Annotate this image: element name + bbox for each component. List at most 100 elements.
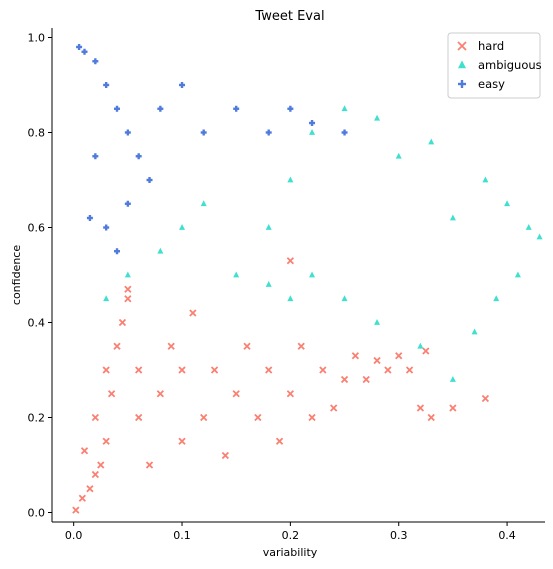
data-point bbox=[254, 413, 262, 422]
y-tick-label: 0.2 bbox=[28, 412, 46, 425]
data-point bbox=[135, 413, 143, 422]
x-tick-label: 0.4 bbox=[498, 529, 516, 542]
data-point bbox=[287, 295, 294, 302]
data-point bbox=[351, 352, 360, 360]
legend-label: hard bbox=[478, 39, 504, 53]
data-point bbox=[427, 413, 435, 422]
data-point bbox=[72, 506, 80, 514]
legend: hard ambiguous easy bbox=[447, 32, 542, 99]
data-point bbox=[91, 470, 99, 479]
x-tick-label: 0.1 bbox=[173, 529, 191, 542]
data-point bbox=[107, 390, 116, 398]
data-point bbox=[232, 390, 240, 398]
data-point bbox=[81, 48, 88, 55]
data-point bbox=[525, 224, 532, 230]
series-easy bbox=[76, 44, 348, 255]
data-point bbox=[124, 129, 131, 136]
data-point bbox=[103, 82, 110, 88]
data-point bbox=[309, 129, 316, 135]
data-point bbox=[243, 342, 251, 350]
data-point bbox=[309, 120, 316, 126]
data-point bbox=[319, 366, 327, 374]
data-point bbox=[124, 285, 132, 293]
data-point bbox=[362, 375, 370, 384]
data-point bbox=[157, 105, 164, 112]
data-point bbox=[536, 233, 543, 240]
series-ambiguous bbox=[103, 105, 543, 382]
data-point bbox=[102, 366, 110, 374]
data-point bbox=[514, 271, 521, 278]
data-point bbox=[265, 129, 272, 136]
legend-item-easy: easy bbox=[458, 77, 505, 91]
data-point bbox=[167, 342, 175, 350]
data-point bbox=[157, 247, 164, 254]
x-tick-label: 0.2 bbox=[282, 529, 300, 542]
data-point bbox=[287, 105, 294, 112]
y-tick-label: 0.6 bbox=[28, 222, 46, 235]
data-point bbox=[179, 82, 186, 88]
data-point bbox=[374, 114, 381, 121]
data-point bbox=[449, 404, 457, 412]
legend-item-ambiguous: ambiguous bbox=[458, 58, 542, 72]
data-point bbox=[471, 328, 478, 335]
chart-title: Tweet Eval bbox=[254, 9, 324, 24]
data-point bbox=[178, 366, 186, 374]
data-point bbox=[341, 295, 348, 302]
data-point bbox=[286, 257, 295, 265]
data-point bbox=[118, 318, 127, 327]
data-point bbox=[286, 390, 295, 398]
data-point bbox=[78, 494, 86, 502]
axes: 0.0 0.1 0.2 0.3 0.4 0.0 0.2 0.4 0.6 0.8 1.0 bbox=[28, 28, 545, 542]
data-point bbox=[275, 437, 284, 445]
data-point bbox=[265, 281, 272, 287]
data-point bbox=[265, 224, 272, 230]
data-point bbox=[200, 129, 207, 136]
data-point bbox=[124, 271, 131, 278]
legend-item-hard: hard bbox=[457, 39, 504, 53]
data-point bbox=[428, 138, 435, 145]
data-point bbox=[233, 105, 240, 112]
data-point bbox=[86, 485, 94, 493]
series-hard bbox=[72, 257, 490, 514]
data-point bbox=[341, 105, 348, 112]
data-point bbox=[416, 404, 425, 412]
data-point bbox=[91, 413, 99, 422]
data-point bbox=[103, 224, 110, 231]
data-point bbox=[124, 200, 131, 207]
data-point bbox=[374, 319, 381, 325]
y-tick-label: 0.4 bbox=[28, 317, 46, 330]
data-point bbox=[97, 461, 105, 469]
legend-label: ambiguous bbox=[478, 58, 542, 72]
data-point bbox=[92, 153, 99, 160]
data-point bbox=[287, 176, 294, 183]
data-point bbox=[233, 271, 240, 278]
data-point bbox=[308, 413, 316, 422]
data-point bbox=[493, 295, 500, 302]
data-point bbox=[417, 342, 424, 349]
y-tick-label: 0.0 bbox=[28, 507, 46, 520]
data-point bbox=[178, 437, 186, 445]
data-point bbox=[80, 447, 89, 455]
data-point bbox=[146, 177, 153, 183]
data-point bbox=[179, 224, 186, 230]
data-point bbox=[92, 58, 99, 65]
data-point bbox=[395, 152, 402, 159]
data-points bbox=[72, 44, 543, 514]
x-axis-label: variability bbox=[263, 546, 318, 559]
data-point bbox=[86, 215, 93, 221]
data-point bbox=[449, 214, 456, 221]
data-point bbox=[102, 437, 110, 445]
data-point bbox=[135, 153, 142, 160]
x-tick-label: 0.3 bbox=[390, 529, 408, 542]
data-point bbox=[395, 352, 403, 360]
data-point bbox=[200, 200, 207, 207]
data-point bbox=[384, 366, 392, 374]
y-axis-label: confidence bbox=[10, 245, 23, 305]
data-point bbox=[265, 366, 273, 374]
data-point bbox=[341, 129, 348, 136]
data-point bbox=[114, 105, 121, 112]
data-point bbox=[449, 376, 456, 382]
data-point bbox=[422, 347, 430, 355]
